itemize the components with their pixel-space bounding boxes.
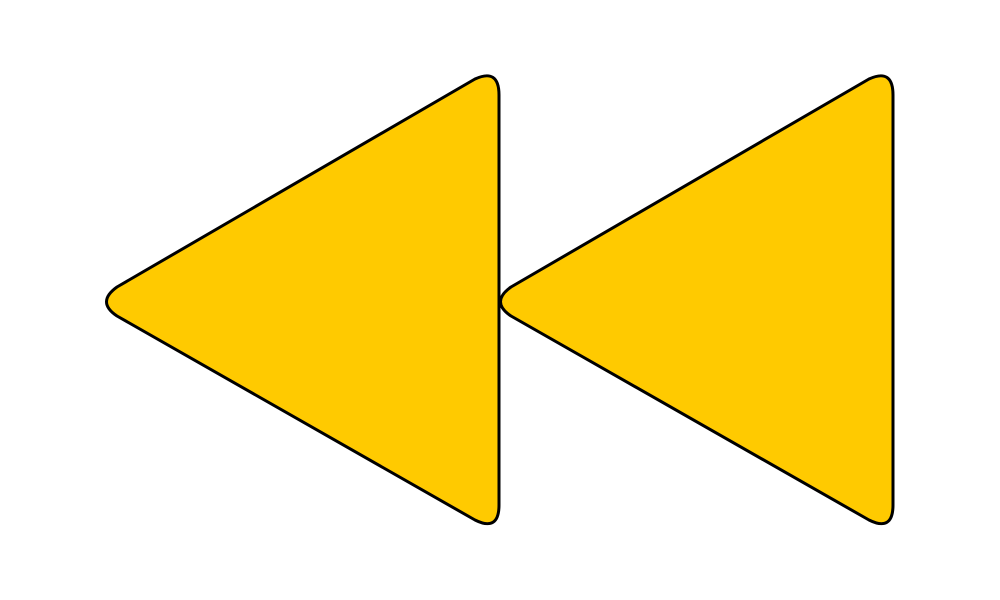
- left-triangle-icon: [105, 74, 501, 526]
- right-triangle-icon: [499, 74, 895, 526]
